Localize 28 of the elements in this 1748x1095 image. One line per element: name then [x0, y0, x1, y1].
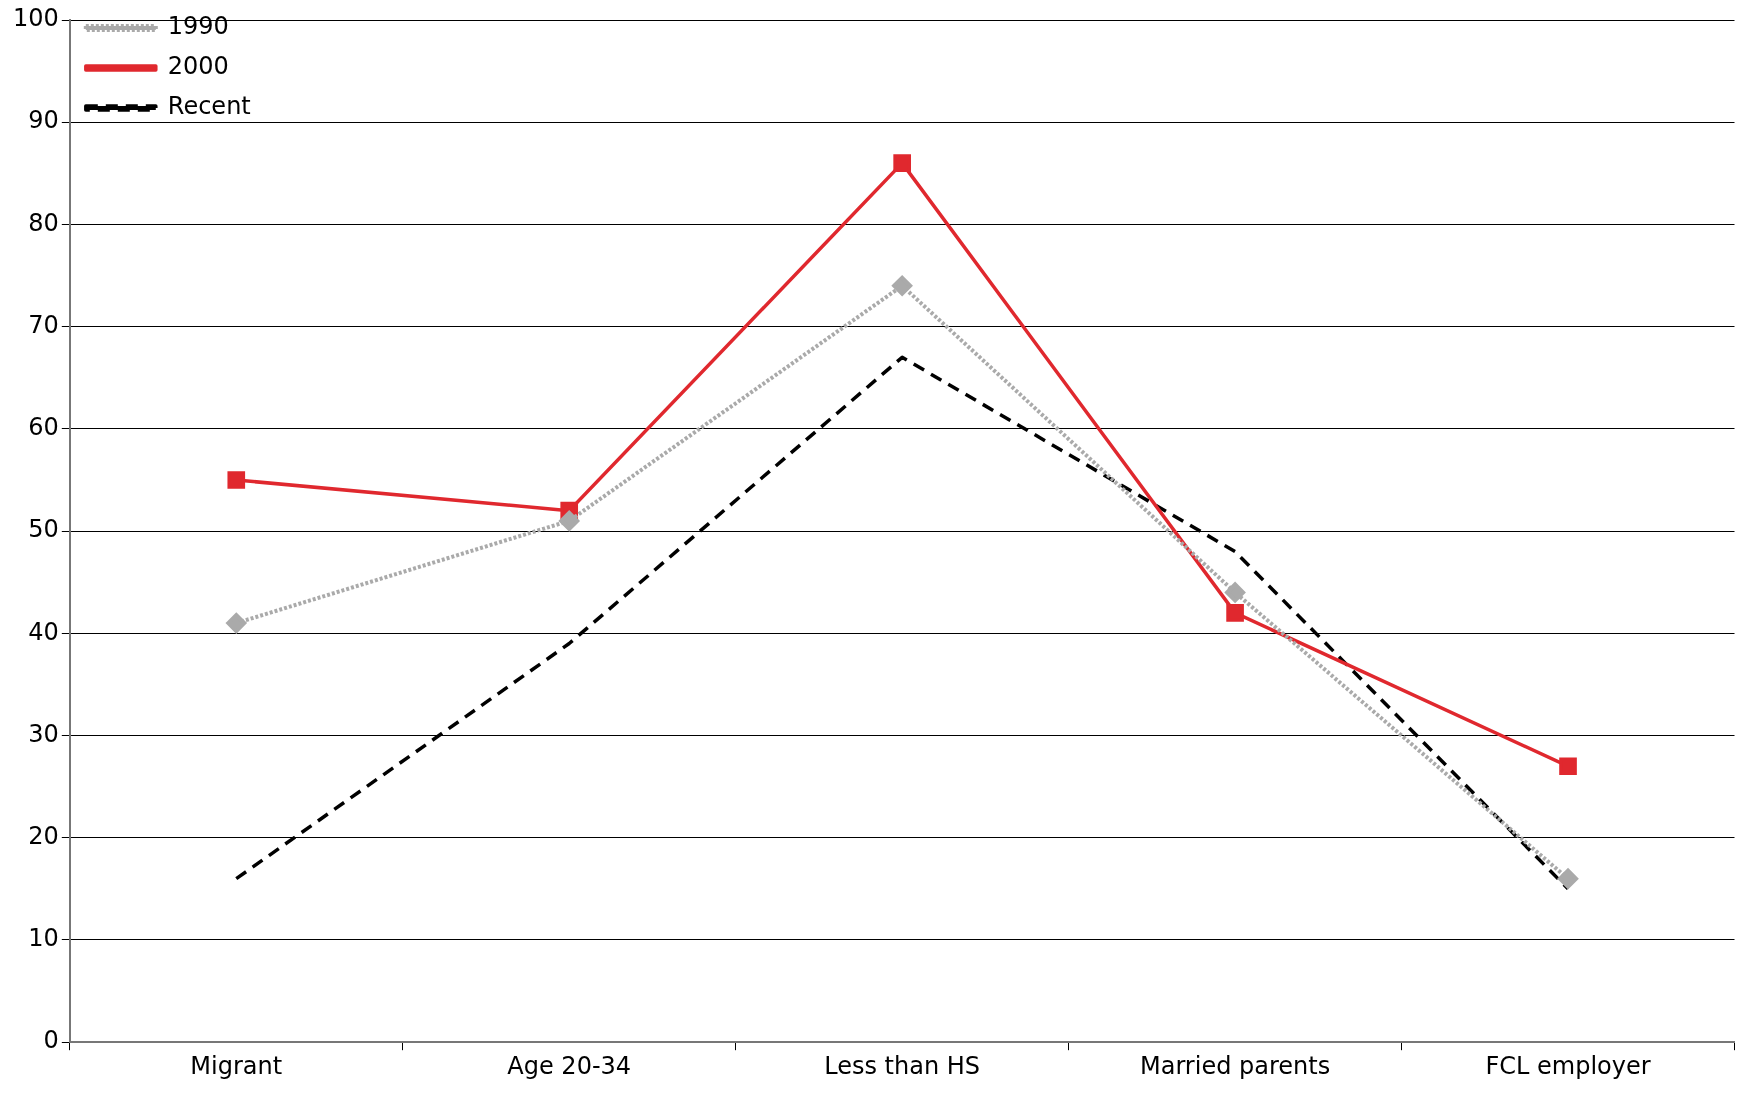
- y-tick-label: 50: [28, 515, 59, 544]
- y-tick-label: 60: [28, 413, 59, 442]
- point: [893, 154, 911, 172]
- y-tick-label: 80: [28, 208, 59, 237]
- y-tick-label: 70: [28, 310, 59, 339]
- legend-label: 2000: [167, 52, 229, 81]
- y-tick-label: 30: [28, 719, 59, 748]
- x-tick-label: Migrant: [190, 1051, 283, 1080]
- x-tick-label: Age 20-34: [507, 1051, 632, 1080]
- y-tick-label: 0: [43, 1026, 59, 1055]
- point: [1226, 604, 1244, 622]
- legend-label: 1990: [167, 12, 229, 41]
- y-tick-label: 20: [28, 821, 59, 850]
- point: [1558, 868, 1579, 889]
- point: [1225, 582, 1246, 603]
- point: [1559, 757, 1577, 776]
- point: [226, 613, 247, 634]
- point: [892, 275, 913, 296]
- y-tick-label: 90: [28, 106, 59, 135]
- x-tick-label: Married parents: [1139, 1051, 1331, 1080]
- point: [227, 471, 246, 489]
- x-tick-label: Less than HS: [824, 1051, 981, 1080]
- y-tick-label: 40: [28, 617, 59, 646]
- point: [559, 510, 580, 531]
- x-tick-label: FCL employer: [1485, 1051, 1651, 1080]
- y-tick-label: 10: [28, 924, 59, 953]
- legend-label: Recent: [167, 92, 251, 121]
- y-tick-label: 100: [13, 4, 59, 33]
